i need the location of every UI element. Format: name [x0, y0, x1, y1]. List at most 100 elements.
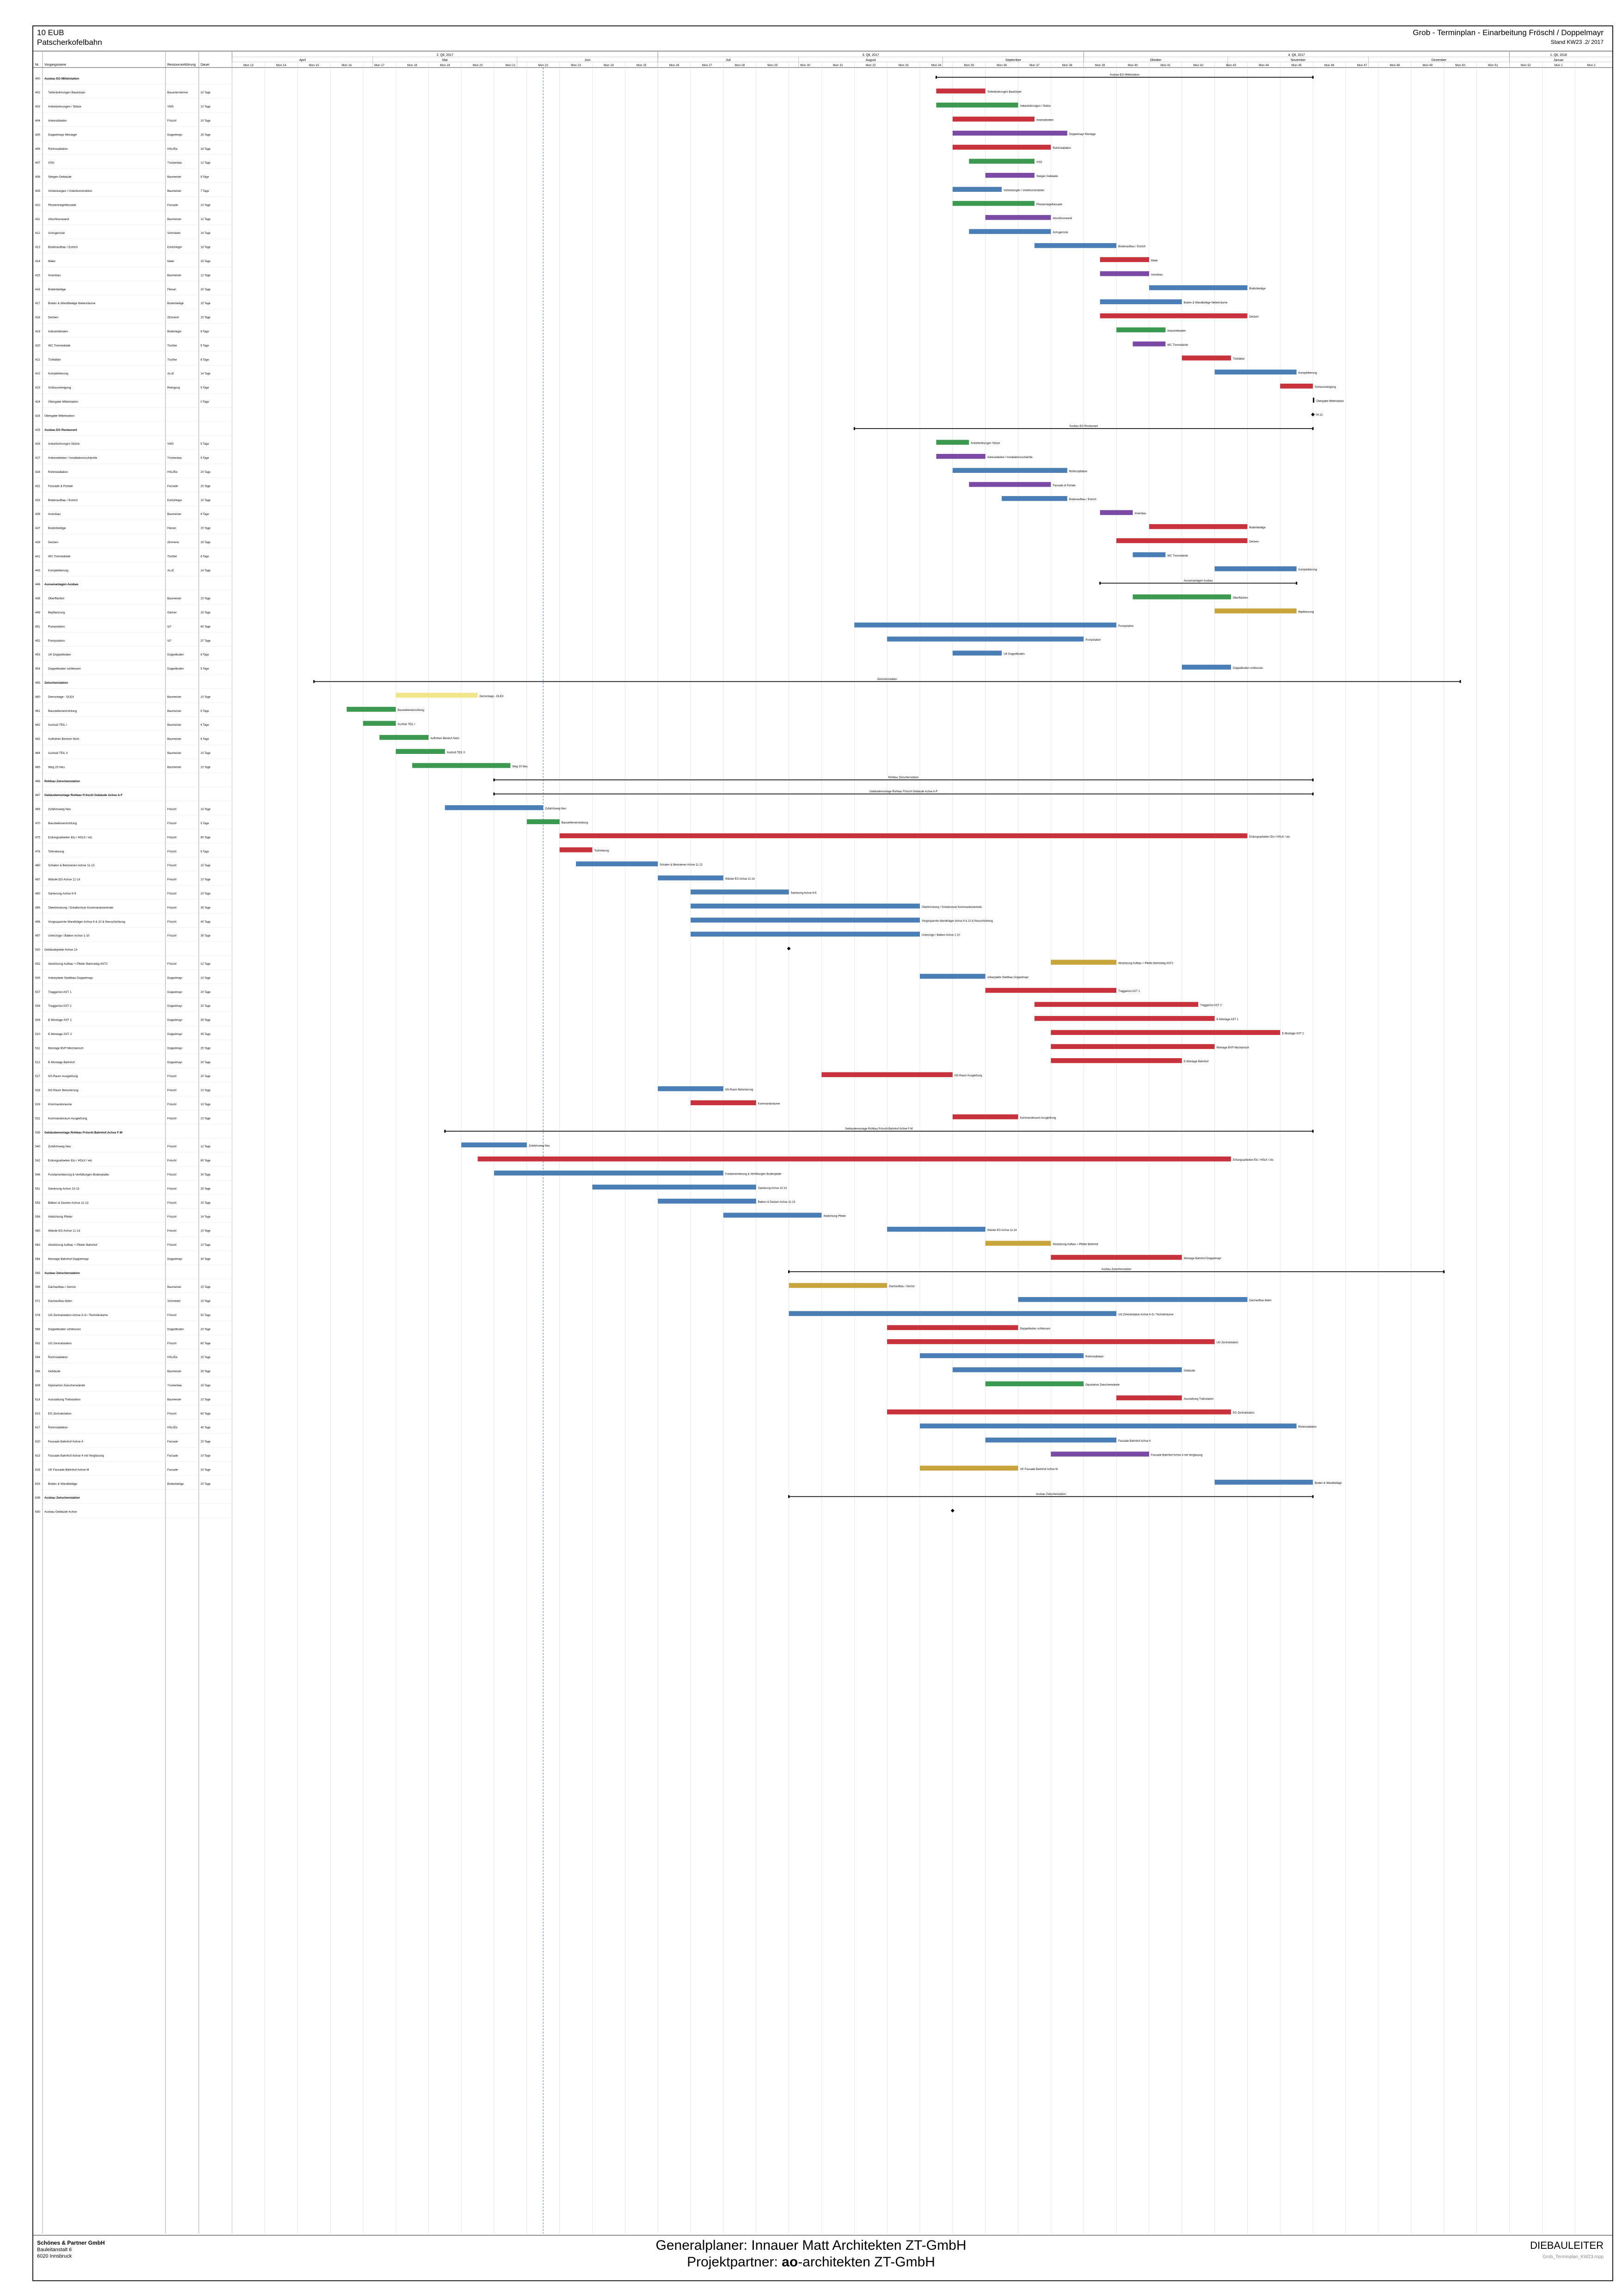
task-resource: Fassade — [167, 1469, 178, 1471]
task-name: Ausbau Zwischenstation — [44, 1496, 80, 1500]
task-resource: Schmieder — [167, 232, 181, 235]
task-name: Tiefenbohrungen Baukörper — [48, 91, 86, 94]
task-bar-label: WC Trennwände — [1167, 344, 1188, 347]
task-nr: 403 — [35, 105, 40, 109]
week-label: Mon 42 — [1193, 64, 1203, 67]
task-name: Montage BVP Mechanisch — [48, 1047, 84, 1050]
task-nr: 404 — [35, 119, 40, 122]
task-bar-label: Rohinstallation — [1053, 147, 1071, 150]
task-bar-label: Übergabe Mittelstation — [1316, 399, 1344, 403]
task-nr: 633 — [35, 1482, 40, 1486]
generalplaner: Generalplaner: Innauer Matt Architekten … — [655, 2238, 967, 2253]
task-resource: Fröschl — [167, 893, 177, 895]
task-duration: 15 Tage — [201, 1202, 211, 1205]
task-nr: 640 — [35, 1511, 40, 1514]
task-bar — [691, 903, 920, 909]
task-name: Schalen & Betonieren Achse 11-13 — [48, 864, 95, 867]
task-name: Komplettierung — [48, 372, 68, 375]
quarter-label: 3. Qtl, 2017 — [863, 54, 879, 57]
task-nr: 535 — [35, 1131, 40, 1134]
task-name: Abstützung Aufbau + Pfeiler Bahnhof — [48, 1243, 98, 1247]
task-nr: 551 — [35, 1187, 40, 1190]
task-nr: 509 — [35, 1019, 40, 1022]
task-name: Rohinstallation — [48, 1426, 68, 1429]
task-name: Kommandoräume — [48, 1103, 72, 1106]
task-bar — [985, 988, 1117, 993]
task-bar — [887, 1325, 1018, 1330]
task-name: NS-Raum Ausgießung — [48, 1075, 78, 1078]
summary-bar-end — [1312, 778, 1314, 782]
task-resource: Fröschl — [167, 1188, 177, 1190]
task-resource: Baumeister — [167, 218, 181, 221]
task-duration: 10 Tage — [201, 1398, 211, 1401]
planner-credits: Generalplaner: Innauer Matt Architekten … — [0, 2237, 1622, 2271]
task-name: Fassade Bahnhof Achse 4 mit Verglasung — [48, 1454, 104, 1457]
task-name: Zufahrtsweg Neu — [48, 808, 71, 811]
task-nr: 441 — [35, 555, 40, 558]
task-resource: Fröschl — [167, 1145, 177, 1148]
summary-bar-label: Gebäudemontage Rohbau Fröschl Gebäude Ac… — [869, 790, 938, 793]
task-name: Wände EG Achse 11-14 — [48, 878, 80, 882]
task-bar — [936, 453, 985, 459]
task-resource: Fröschl — [167, 1314, 177, 1317]
task-bar — [1002, 496, 1067, 501]
task-resource: HSL/Elo — [167, 148, 178, 151]
task-resource: Baumeister — [167, 724, 181, 727]
task-name: Übergabe Mittelstation — [48, 400, 78, 404]
task-bar — [985, 1437, 1117, 1443]
task-bar-label: Maler — [1151, 259, 1158, 262]
summary-bar-end — [1443, 1270, 1445, 1274]
task-bar — [920, 1465, 1018, 1471]
task-nr: 407 — [35, 161, 40, 165]
task-nr: 596 — [35, 1370, 40, 1373]
task-name: Zwischenstation — [44, 681, 68, 685]
task-duration: 37 Tage — [201, 640, 211, 643]
week-label: Mon 13 — [244, 64, 254, 67]
task-resource: Doppelmayr — [167, 1061, 182, 1064]
task-nr: 424 — [35, 414, 40, 417]
task-name: Montage Bahnhof Doppelmayr — [48, 1257, 89, 1261]
task-duration: 15 Tage — [201, 260, 211, 263]
task-bar-label: Fundamentierung & Verfüllungen Bodenplat… — [725, 1173, 782, 1176]
task-name: Sanierung Achse 6-9 — [48, 892, 76, 895]
task-duration: 14 Tage — [201, 232, 211, 235]
task-duration: 15 Tage — [201, 541, 211, 544]
task-bar — [1214, 608, 1297, 613]
summary-bar-label: Ausbau EG Mittelstation — [1110, 74, 1139, 77]
task-bar — [691, 889, 789, 894]
quarter-label: 2. Qtl, 2017 — [436, 54, 453, 57]
task-duration: 20 Tage — [201, 288, 211, 291]
week-label: Mon 46 — [1324, 64, 1334, 67]
task-nr: 443 — [35, 569, 40, 572]
task-bar-label: Balken & Decken Achse 11-13 — [758, 1201, 796, 1204]
task-bar-label: NS-Raum Betonierung — [725, 1089, 753, 1091]
task-nr: 464 — [35, 752, 40, 755]
task-bar — [691, 931, 920, 937]
column-header-duration: Dauer — [201, 63, 210, 67]
task-duration: 5 Tage — [201, 344, 209, 347]
week-label: Mon 29 — [767, 64, 777, 67]
task-bar-label: Bodenbeläge — [1249, 527, 1266, 529]
task-duration: 5 Tage — [201, 851, 209, 853]
task-bar-label: Demontage - DLEX — [479, 695, 503, 698]
task-resource: Bodenbeläge — [167, 1483, 184, 1486]
month-label: November — [1291, 59, 1306, 62]
task-name: Rohinstallation — [48, 147, 68, 151]
task-nr: 617 — [35, 1426, 40, 1429]
task-bar — [985, 215, 1051, 220]
task-duration: 25 Tage — [201, 1047, 211, 1050]
week-label: Mon 49 — [1422, 64, 1432, 67]
task-bar-label: Doppelboden schliessen — [1233, 667, 1263, 670]
task-duration: 15 Tage — [201, 302, 211, 305]
task-nr: 556 — [35, 1215, 40, 1218]
task-nr: 529 — [35, 1103, 40, 1106]
month-label: Mai — [442, 59, 448, 62]
gantt-chart: Nr. Vorgangsname Ressourcenführung Dauer 2. … — [33, 52, 1612, 2234]
week-label: Mon 48 — [1390, 64, 1400, 67]
task-resource: HSL/Elo — [167, 471, 178, 474]
task-resource: Fröschl — [167, 836, 177, 839]
project-name: Patscherkofelbahn — [37, 38, 102, 47]
task-resource: Baumeister — [167, 1286, 181, 1289]
summary-bar-start — [313, 680, 315, 683]
task-resource: Tischler — [167, 344, 177, 347]
